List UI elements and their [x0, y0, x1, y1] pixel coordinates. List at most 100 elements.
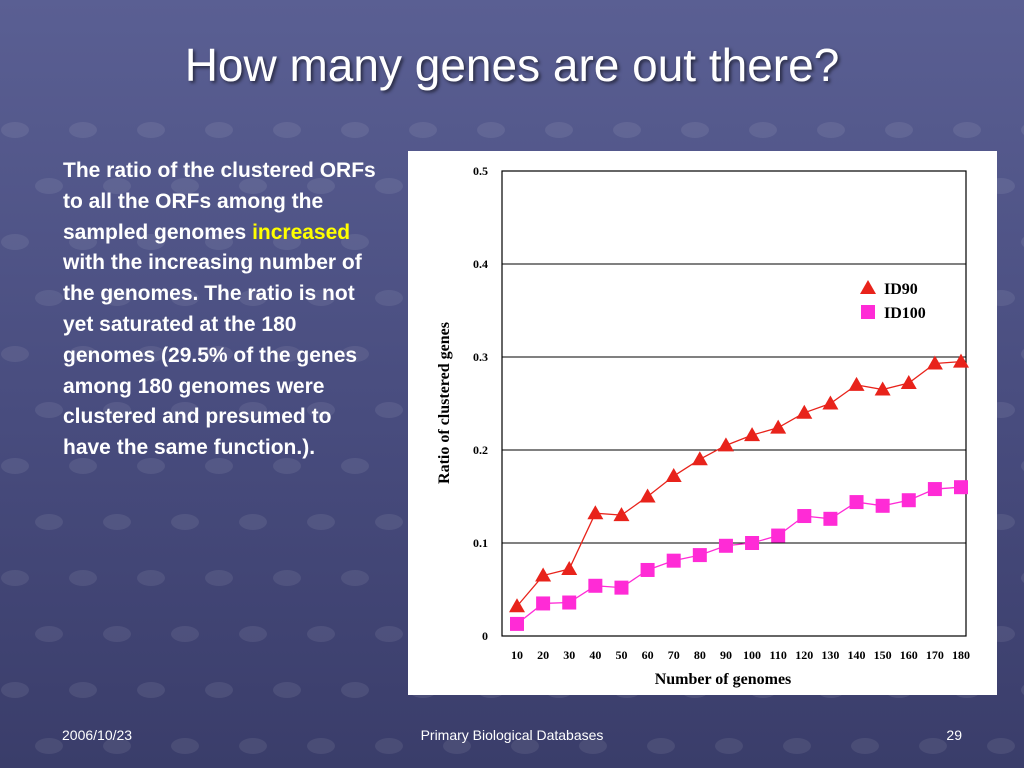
series-line-id100: [516, 486, 962, 625]
x-tick-label: 110: [770, 648, 787, 662]
background-dot: [613, 122, 641, 138]
background-dot: [273, 458, 301, 474]
background-dot: [375, 290, 403, 306]
background-dot: [205, 122, 233, 138]
x-tick-label: 90: [720, 648, 732, 662]
background-dot: [1, 122, 29, 138]
data-point-id100: [640, 562, 655, 577]
background-dot: [477, 122, 505, 138]
background-dot: [375, 738, 403, 754]
data-point-id90: [535, 567, 552, 582]
data-point-id100: [666, 553, 681, 568]
data-point-id100: [954, 480, 968, 495]
data-point-id90: [587, 505, 604, 520]
background-dot: [137, 346, 165, 362]
data-point-id90: [770, 419, 787, 434]
background-dot: [1021, 685, 1024, 695]
background-dot: [205, 458, 233, 474]
body-text-part-2: with the increasing number of the genome…: [63, 251, 362, 460]
background-dot: [69, 122, 97, 138]
y-tick-label: 0.3: [473, 350, 488, 364]
data-point-id90: [717, 437, 734, 452]
background-dot: [273, 346, 301, 362]
background-dot: [1, 682, 29, 698]
background-dot: [545, 122, 573, 138]
series-line-id90: [516, 361, 962, 607]
body-text-part-1: The ratio of the clustered ORFs to all t…: [63, 159, 376, 244]
background-dot: [239, 178, 267, 194]
background-dot: [1, 570, 29, 586]
data-point-id90: [874, 381, 891, 396]
x-tick-label: 140: [848, 648, 866, 662]
data-point-id100: [771, 528, 786, 543]
background-dot: [307, 402, 335, 418]
background-dot: [171, 178, 199, 194]
x-tick-label: 100: [743, 648, 761, 662]
background-dot: [307, 514, 335, 530]
x-axis-ticks: 10 20 30 40 50 60 70 80 90 100 110 120 130 140 150 160 1…: [511, 648, 970, 662]
background-dot: [885, 122, 913, 138]
background-dot: [783, 738, 811, 754]
data-point-id100: [692, 548, 707, 563]
background-dot: [137, 570, 165, 586]
chart-legend: ID90 ID100: [860, 280, 926, 322]
background-dot: [171, 290, 199, 306]
background-dot: [273, 234, 301, 250]
legend-label-id100: ID100: [884, 305, 926, 322]
background-dot: [137, 234, 165, 250]
legend-marker-id90: [860, 280, 876, 294]
background-dot: [35, 514, 63, 530]
background-dot: [103, 178, 131, 194]
data-point-id100: [823, 511, 838, 526]
background-dot: [1, 234, 29, 250]
x-tick-label: 20: [537, 648, 549, 662]
background-dot: [341, 682, 369, 698]
data-point-id90: [926, 355, 943, 370]
background-dot: [69, 234, 97, 250]
body-text-highlight: increased: [252, 220, 351, 244]
background-dot: [1021, 125, 1024, 135]
background-dot: [137, 682, 165, 698]
background-dot: [69, 570, 97, 586]
data-point-id90: [822, 395, 839, 410]
data-point-id100: [797, 509, 812, 524]
background-dot: [409, 122, 437, 138]
data-point-id100: [562, 595, 577, 610]
body-text: The ratio of the clustered ORFs to all t…: [63, 156, 383, 464]
chart-grid: [502, 263, 966, 544]
background-dot: [239, 514, 267, 530]
background-dot: [171, 626, 199, 642]
y-tick-label: 0.2: [473, 443, 488, 457]
plot-area-frame: [501, 170, 967, 637]
background-dot: [205, 234, 233, 250]
background-dot: [239, 402, 267, 418]
data-point-id90: [665, 468, 682, 483]
background-dot: [307, 290, 335, 306]
x-tick-label: 130: [821, 648, 839, 662]
x-tick-label: 80: [694, 648, 706, 662]
background-dot: [375, 178, 403, 194]
chart-panel: 0 0.1 0.2 0.3 0.4 0.5 10 20 30 40 50 60 70 80 90 100 11…: [408, 151, 997, 695]
y-tick-label: 0.5: [473, 164, 488, 178]
data-point-id100: [718, 538, 733, 553]
background-dot: [307, 626, 335, 642]
background-dot: [1, 346, 29, 362]
x-tick-label: 120: [795, 648, 813, 662]
background-dot: [69, 458, 97, 474]
background-dot: [273, 682, 301, 698]
data-point-id100: [536, 596, 551, 611]
x-axis-label: Number of genomes: [655, 671, 792, 688]
data-point-id100: [849, 495, 864, 510]
chart-series: [509, 353, 969, 631]
background-dot: [749, 122, 777, 138]
background-dot: [919, 738, 947, 754]
background-dot: [341, 346, 369, 362]
background-dot: [953, 122, 981, 138]
background-dot: [103, 402, 131, 418]
background-dot: [987, 738, 1015, 754]
background-dot: [239, 738, 267, 754]
background-dot: [1021, 349, 1024, 359]
background-dot: [137, 122, 165, 138]
background-dot: [375, 514, 403, 530]
background-dot: [341, 458, 369, 474]
